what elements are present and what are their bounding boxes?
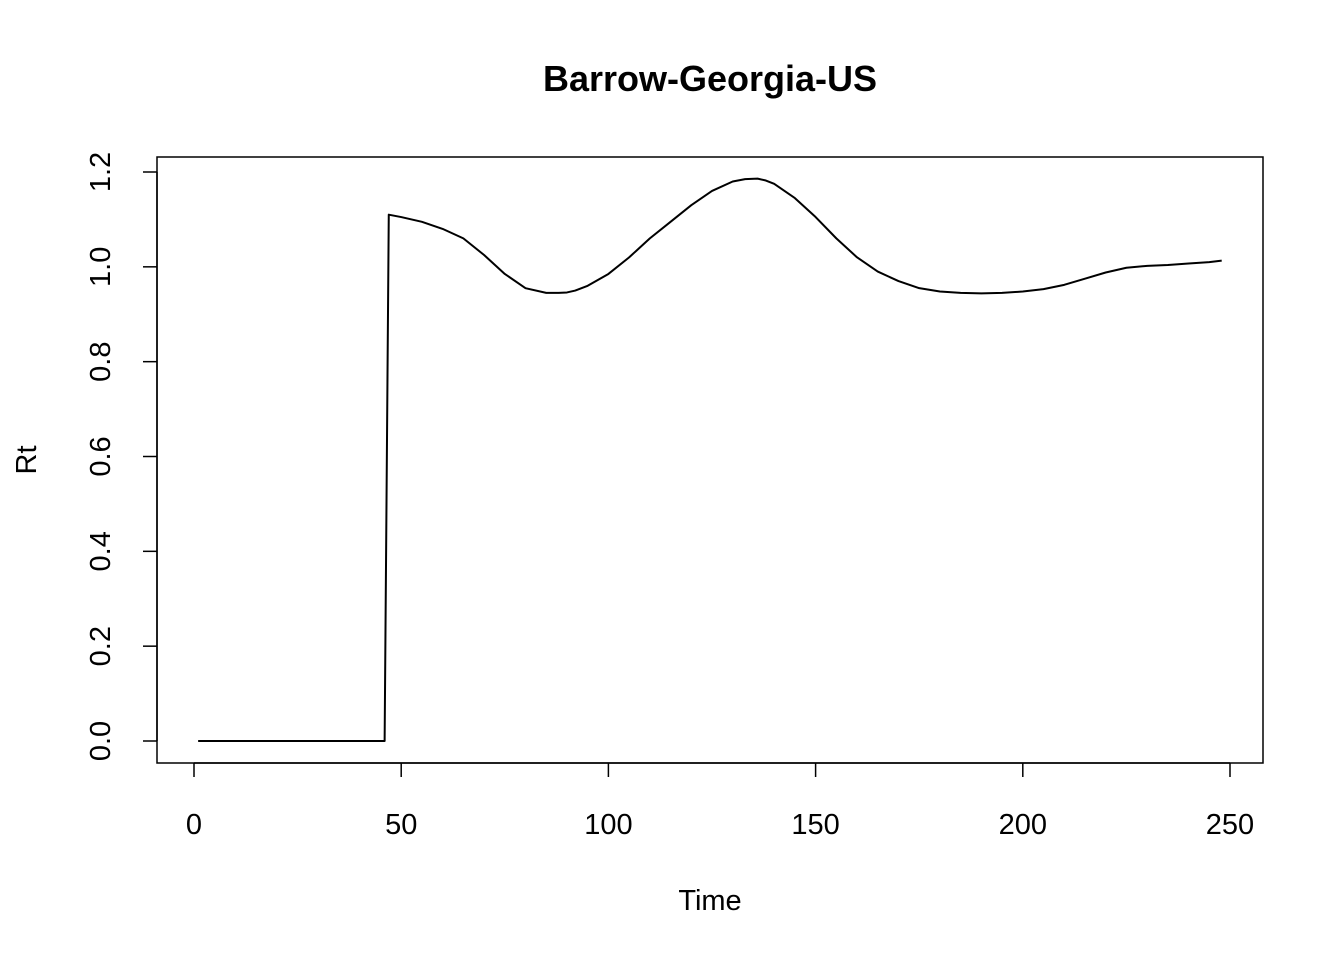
- x-axis: 0 50 100 150 200 250: [186, 762, 1254, 841]
- y-axis: 0.0 0.2 0.4 0.6 0.8 1.0 1.2: [85, 152, 158, 761]
- x-tick-label: 150: [791, 809, 839, 841]
- y-axis-label: Rt: [11, 446, 43, 475]
- series-layer: [198, 177, 1222, 742]
- y-tick-label: 0.0: [85, 721, 117, 761]
- x-axis-label: Time: [678, 885, 741, 917]
- y-tick-label: 0.2: [85, 626, 117, 666]
- x-tick-label: 250: [1206, 809, 1254, 841]
- series-line: [198, 177, 1222, 742]
- y-tick-label: 1.2: [85, 152, 117, 192]
- x-tick-label: 0: [186, 809, 202, 841]
- x-tick-label: 100: [584, 809, 632, 841]
- y-tick-label: 0.8: [85, 342, 117, 382]
- y-tick-label: 0.6: [85, 436, 117, 476]
- x-tick-label: 50: [385, 809, 417, 841]
- chart-title: Barrow-Georgia-US: [543, 58, 877, 99]
- y-tick-label: 1.0: [85, 247, 117, 287]
- x-tick-label: 200: [999, 809, 1047, 841]
- y-tick-label: 0.4: [85, 531, 117, 571]
